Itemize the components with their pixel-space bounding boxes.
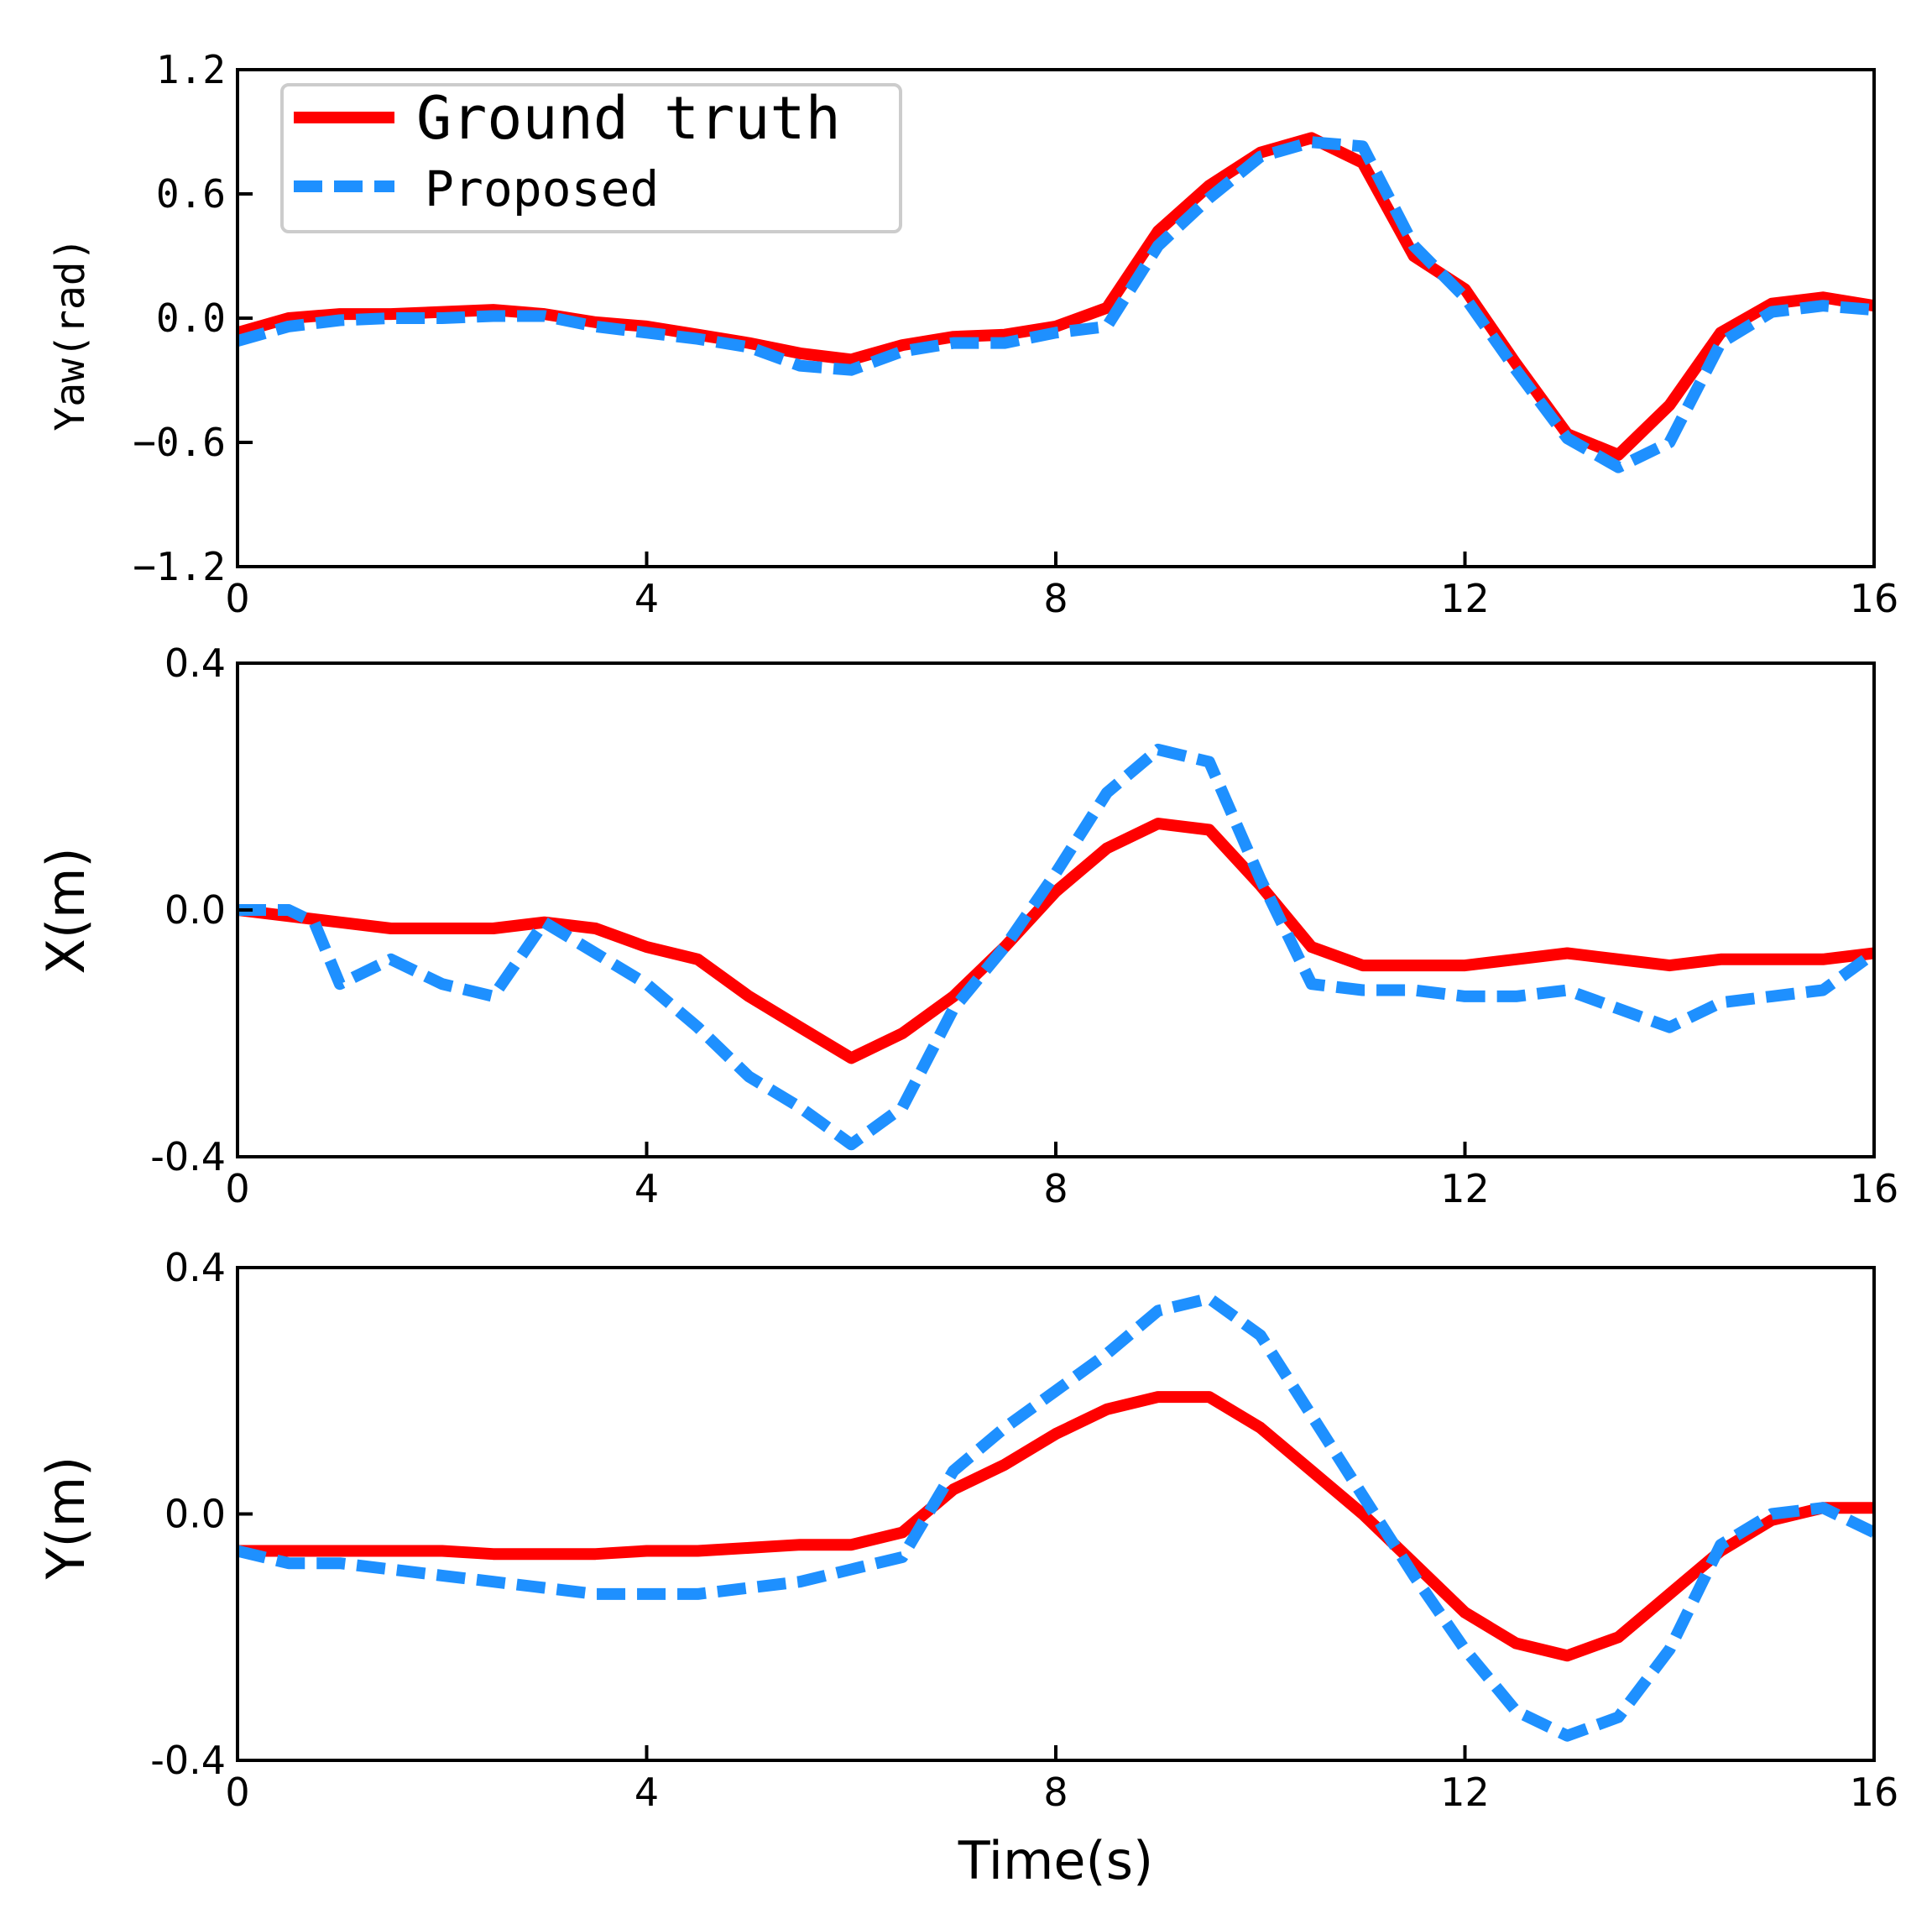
series-group <box>238 743 1874 1151</box>
x-tick-label: 16 <box>1850 576 1899 621</box>
y-tick-label: 0.6 <box>156 171 226 217</box>
y-tick-label: 0.0 <box>164 887 226 933</box>
legend: Ground truth Proposed <box>280 83 902 233</box>
series-proposed <box>238 1292 1874 1742</box>
series-proposed <box>238 743 1874 1151</box>
y-tick-label: -0.4 <box>150 1738 226 1783</box>
x-tick-label: 12 <box>1440 1166 1490 1211</box>
legend-ground-truth-label: Ground truth <box>416 84 841 153</box>
x-tick-label: 4 <box>634 1770 659 1815</box>
series-ground-truth <box>238 818 1874 1064</box>
panel-1: 0 4 8 12 16 −1.2 −0.6 0.0 0.6 1.2 Yaw(rad) <box>47 47 1898 621</box>
x-tick-label: 0 <box>225 1166 249 1211</box>
x-tick-label: 12 <box>1440 1770 1490 1815</box>
series-group <box>238 1292 1874 1742</box>
x-tick-label: 0 <box>225 576 249 621</box>
y-tick-label: -0.4 <box>150 1134 226 1179</box>
y-axis-label: Yaw(rad) <box>47 237 94 431</box>
y-axis-label: X(m) <box>35 847 97 974</box>
x-tick-label: 8 <box>1043 576 1068 621</box>
y-axis-label: Y(m) <box>35 1456 97 1581</box>
series-group <box>238 132 1874 473</box>
x-tick-label: 4 <box>634 576 659 621</box>
series-ground-truth <box>238 1391 1874 1662</box>
x-tick-label: 4 <box>634 1166 659 1211</box>
legend-proposed-label: Proposed <box>425 160 659 217</box>
y-tick-label: −0.6 <box>133 420 226 465</box>
x-tick-label: 0 <box>225 1770 249 1815</box>
panel-3: 0 4 8 12 16 -0.4 0.0 0.4 Y(m) Time(s) <box>35 1245 1898 1891</box>
panel-2: 0 4 8 12 16 -0.4 0.0 0.4 X(m) <box>35 641 1898 1211</box>
x-tick-label: 16 <box>1850 1166 1899 1211</box>
y-tick-label: 0.4 <box>164 641 226 686</box>
x-tick-label: 12 <box>1440 576 1490 621</box>
legend-frame <box>280 83 902 233</box>
x-tick-label: 8 <box>1043 1770 1068 1815</box>
x-tick-label: 8 <box>1043 1166 1068 1211</box>
y-tick-label: 0.0 <box>164 1492 226 1537</box>
y-tick-label: 0.0 <box>156 295 226 341</box>
x-tick-label: 16 <box>1850 1770 1899 1815</box>
series-ground-truth <box>238 132 1874 461</box>
x-axis-label: Time(s) <box>958 1830 1153 1891</box>
y-tick-label: 0.4 <box>164 1245 226 1290</box>
y-tick-label: 1.2 <box>156 47 226 92</box>
series-proposed <box>238 136 1874 473</box>
y-tick-label: −1.2 <box>133 544 226 589</box>
panels: 0 4 8 12 16 −1.2 −0.6 0.0 0.6 1.2 Yaw(rad) 0 4 8 12 16 -… <box>35 47 1898 1891</box>
